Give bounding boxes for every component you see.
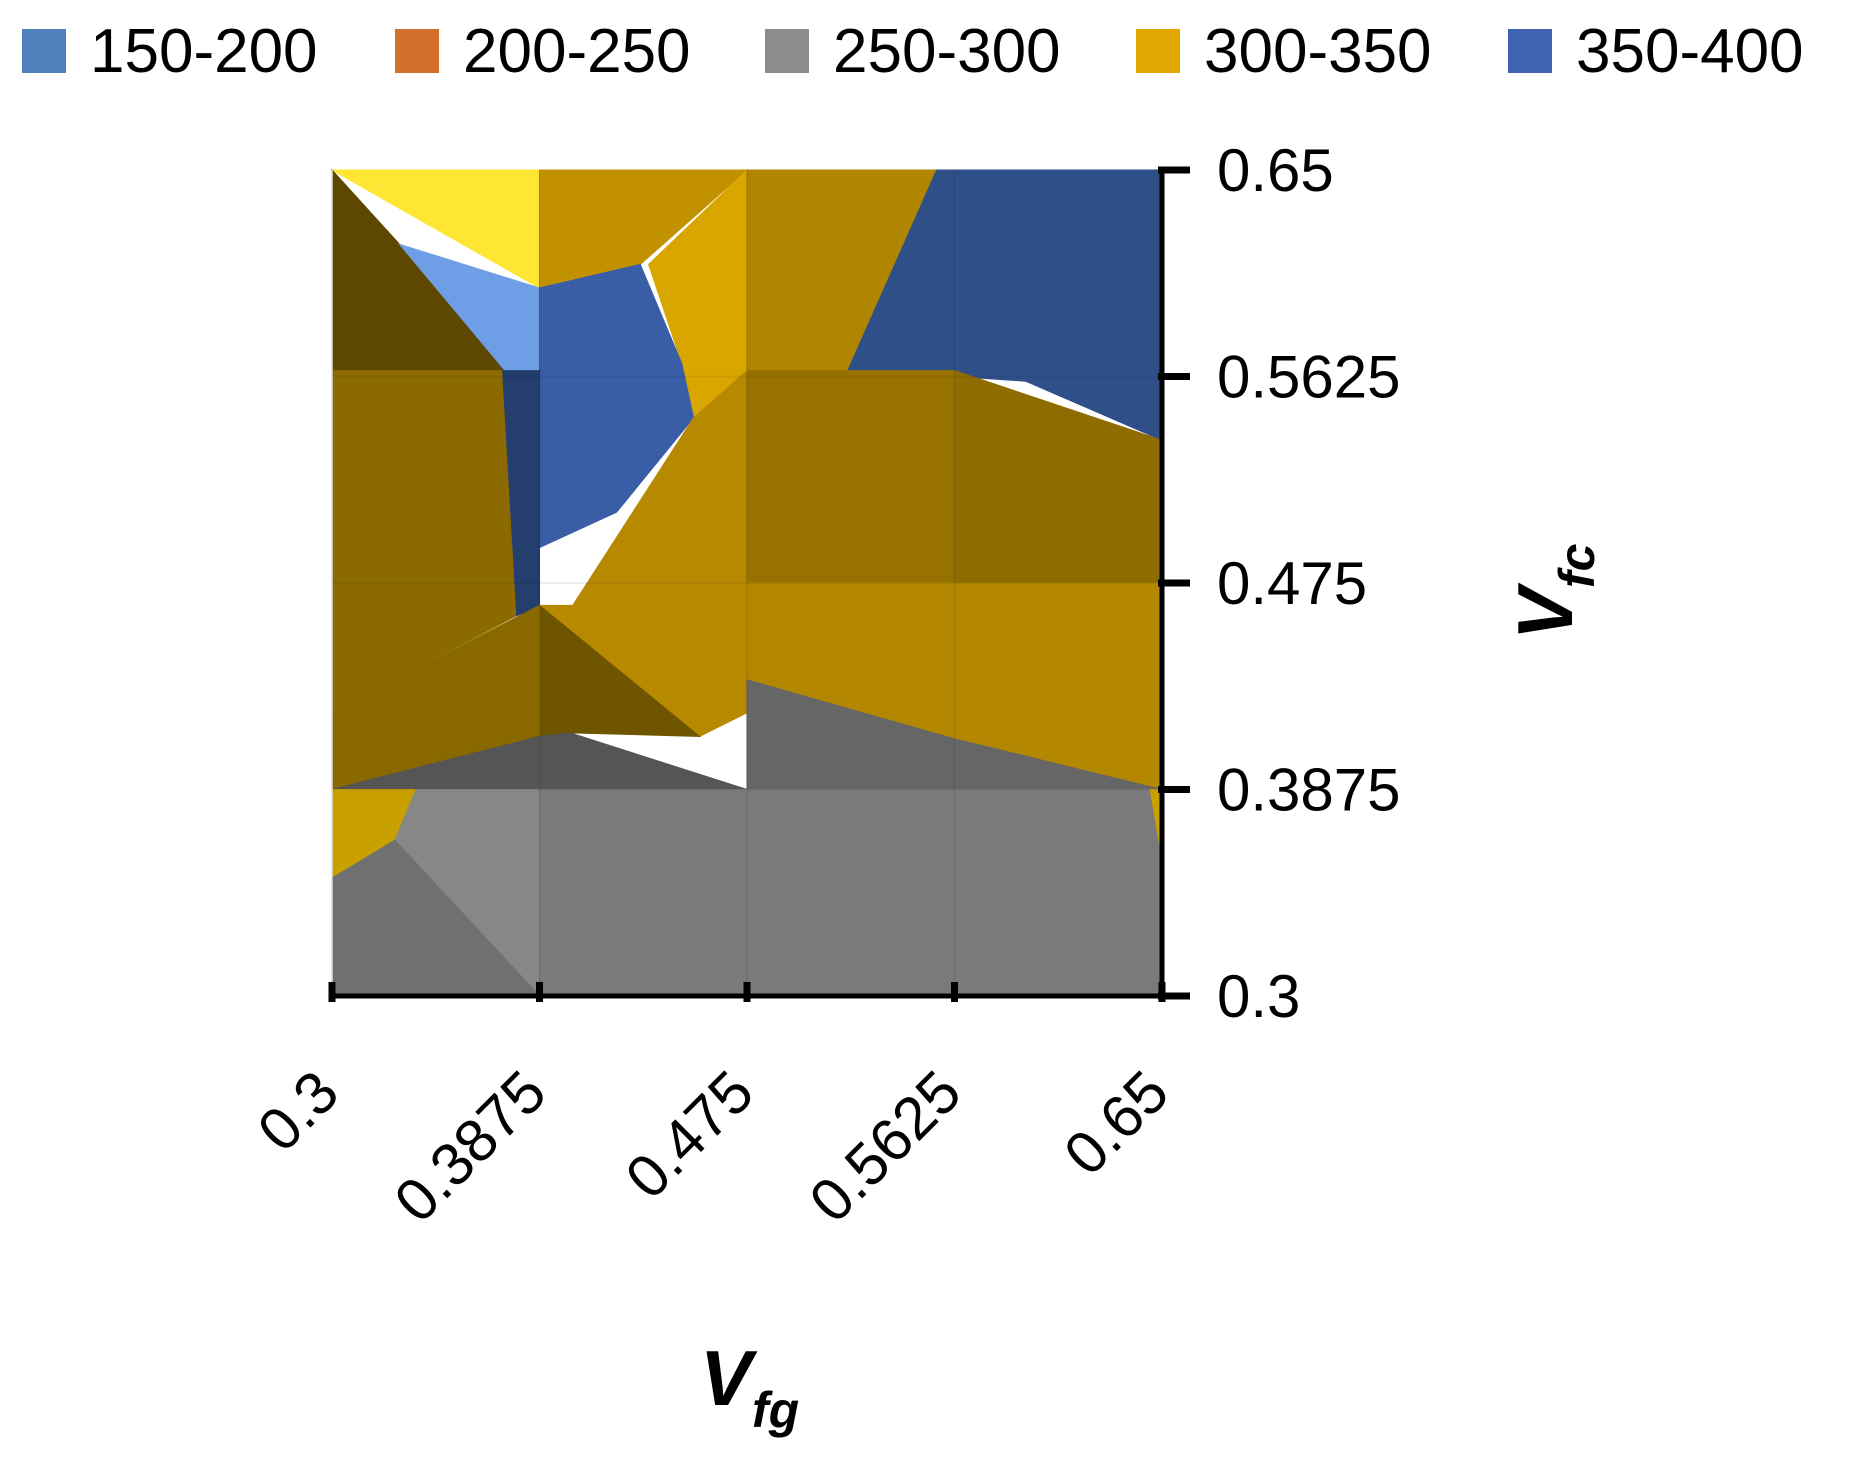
y-tick-label: 0.3875 [1217,757,1401,824]
x-tick-label: 0.3 [245,1058,351,1164]
y-axis-title-sub: fc [1549,543,1605,588]
y-tick-label: 0.5625 [1217,344,1401,411]
y-tick-label: 0.65 [1217,137,1334,204]
x-axis-title-main: V [700,1334,758,1422]
legend: 150-200 200-250 250-300 300-350 350-400 [22,17,1804,86]
surface-region-300-350-11 [746,370,955,584]
legend-label-350-400: 350-400 [1576,17,1804,86]
legend-label-250-300: 250-300 [833,17,1061,86]
plot-area [330,168,1163,998]
y-tick-label: 0.3 [1217,963,1300,1030]
legend-swatch-200-250 [395,29,439,73]
legend-swatch-250-300 [765,29,809,73]
legend-swatch-300-350 [1136,29,1180,73]
x-tick-label: 0.475 [613,1058,767,1212]
y-axis-title: Vfc [1501,543,1605,640]
x-tick-label: 0.65 [1051,1058,1181,1188]
y-axis-title-main: V [1501,582,1589,640]
legend-swatch-350-400 [1508,29,1552,73]
x-axis-title-sub: fg [752,1382,799,1438]
surface-region-250-300-21 [539,789,1163,997]
y-tick-label: 0.475 [1217,550,1367,617]
x-axis-title: Vfg [700,1334,799,1438]
x-tick-labels: 0.3 0.3875 0.475 0.5625 0.65 [245,982,1181,1235]
legend-label-200-250: 200-250 [463,17,691,86]
x-tick-label: 0.5625 [797,1058,974,1235]
y-tick-labels: 0.3 0.3875 0.475 0.5625 0.65 [1158,137,1401,1030]
legend-swatch-150-200 [22,29,66,73]
x-tick-label: 0.3875 [382,1058,559,1235]
legend-label-150-200: 150-200 [90,17,318,86]
legend-label-300-350: 300-350 [1204,17,1432,86]
